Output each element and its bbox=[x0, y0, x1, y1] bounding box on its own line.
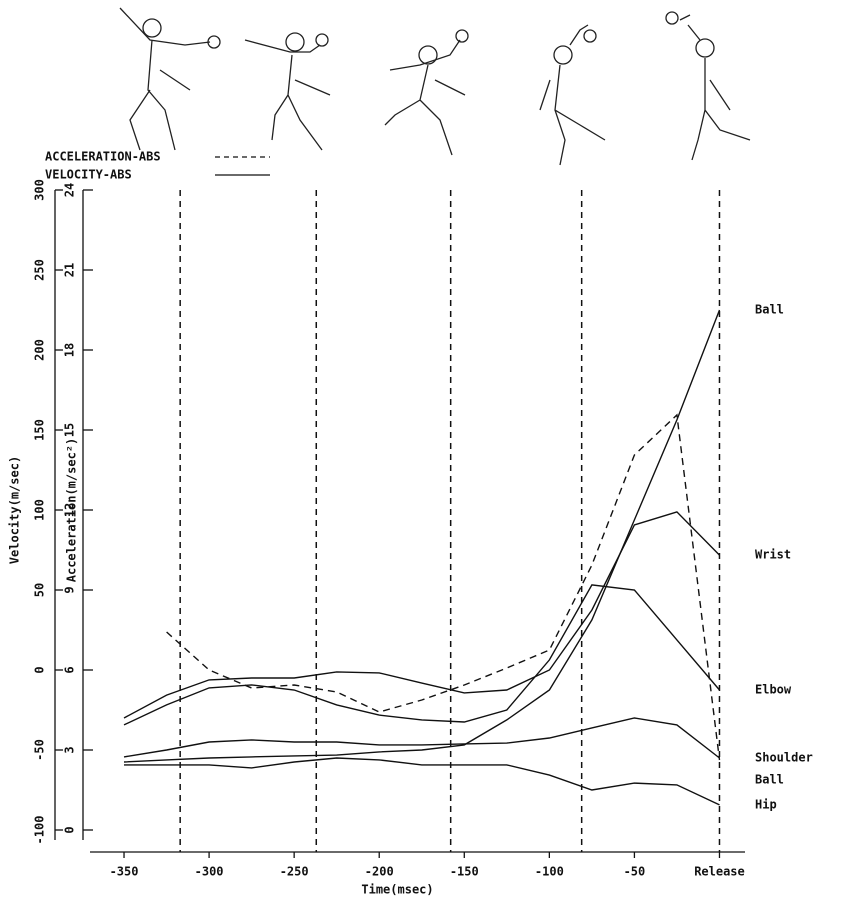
series-line bbox=[123, 717, 720, 759]
y2-tick-label: 300 bbox=[33, 179, 47, 201]
y2-tick-label: -50 bbox=[33, 739, 47, 761]
x-tick-label: Release bbox=[694, 865, 745, 879]
y-tick-label: 15 bbox=[63, 423, 77, 437]
y2-tick-label: 50 bbox=[33, 583, 47, 597]
series-label: Ball bbox=[755, 303, 784, 317]
y-tick-label: 6 bbox=[63, 666, 77, 673]
x-axis-label: Time(msec) bbox=[361, 883, 433, 897]
series-label: Shoulder bbox=[755, 751, 813, 765]
series-label: Ball bbox=[755, 773, 784, 787]
thrower-figure bbox=[119, 7, 221, 151]
series-label: Elbow bbox=[755, 683, 792, 697]
x-tick-label: -350 bbox=[110, 865, 139, 879]
y-axis-label: Velocity(m/sec) bbox=[8, 456, 22, 564]
thrower-figure bbox=[665, 11, 751, 161]
y2-tick-label: -100 bbox=[33, 816, 47, 845]
legend-label: ACCELERATION-ABS bbox=[45, 150, 161, 164]
series-line bbox=[166, 413, 721, 761]
x-tick-label: -300 bbox=[195, 865, 224, 879]
series-line bbox=[123, 511, 720, 719]
thrower-figures bbox=[119, 7, 751, 166]
y2-tick-label: 100 bbox=[33, 499, 47, 521]
x-tick-label: -150 bbox=[450, 865, 479, 879]
y2-tick-label: 250 bbox=[33, 259, 47, 281]
thrower-figure bbox=[539, 24, 606, 166]
legend-label: VELOCITY-ABS bbox=[45, 168, 132, 182]
x-tick-label: -250 bbox=[280, 865, 309, 879]
y-tick-label: 9 bbox=[63, 586, 77, 593]
x-tick-label: -50 bbox=[624, 865, 646, 879]
thrower-figure bbox=[244, 32, 331, 151]
thrower-figure bbox=[384, 29, 469, 156]
y2-tick-label: 150 bbox=[33, 419, 47, 441]
series-line bbox=[123, 584, 721, 726]
series-label: Hip bbox=[755, 797, 777, 811]
y2-tick-label: 200 bbox=[33, 339, 47, 361]
x-tick-label: -200 bbox=[365, 865, 394, 879]
y2-axis-label: Acceleration(m/sec²) bbox=[65, 438, 79, 583]
y-tick-label: 12 bbox=[63, 503, 77, 517]
series-line bbox=[124, 757, 720, 806]
y2-tick-label: 0 bbox=[33, 666, 47, 673]
y-tick-label: 3 bbox=[63, 746, 77, 753]
series-line bbox=[123, 309, 721, 763]
y-tick-label: 24 bbox=[63, 183, 77, 197]
y-tick-label: 18 bbox=[63, 343, 77, 357]
x-tick-label: -100 bbox=[535, 865, 564, 879]
y-tick-label: 0 bbox=[63, 826, 77, 833]
y-tick-label: 21 bbox=[63, 263, 77, 277]
series-label: Wrist bbox=[755, 548, 791, 562]
